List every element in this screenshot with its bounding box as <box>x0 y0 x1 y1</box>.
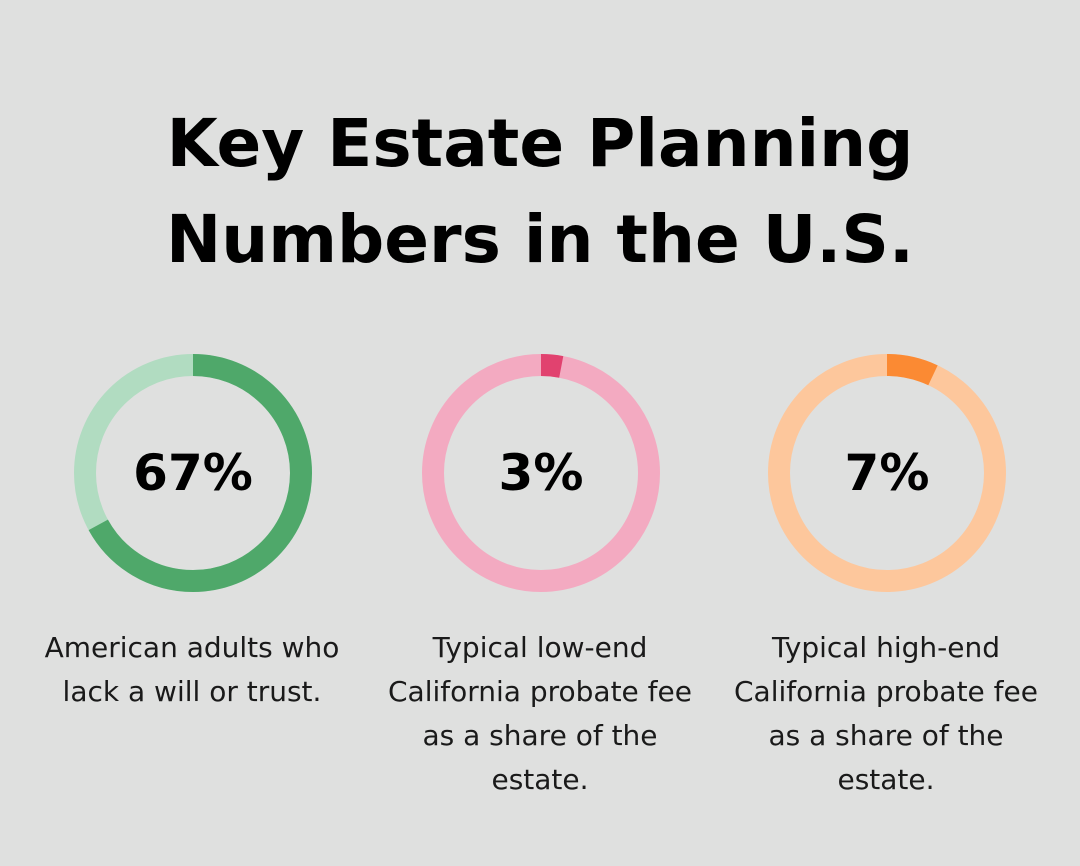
donut-ring-2 <box>420 352 662 594</box>
chart-title-line-2: Numbers in the U.S. <box>166 201 914 278</box>
chart-title: Key Estate Planning Numbers in the U.S. <box>0 96 1080 288</box>
stat-caption-3: Typical high-end California probate fee … <box>733 631 1038 796</box>
donut-svg-1 <box>74 354 312 592</box>
donut-ring-1 <box>72 352 314 594</box>
stat-value-1: 67% <box>133 444 253 502</box>
stat-caption-1: American adults who lack a will or trust… <box>44 631 340 708</box>
donut-svg-3 <box>768 354 1006 592</box>
donut-segment-1 <box>74 354 312 592</box>
donut-svg-2 <box>422 354 660 592</box>
stat-value-3: 7% <box>844 444 930 502</box>
stat-value-2: 3% <box>498 444 584 502</box>
donut-segment-2 <box>422 354 660 592</box>
donut-segment-3 <box>768 354 1006 592</box>
stat-caption-2: Typical low-end California probate fee a… <box>387 631 692 796</box>
donut-ring-3 <box>766 352 1008 594</box>
chart-title-line-1: Key Estate Planning <box>166 105 914 182</box>
